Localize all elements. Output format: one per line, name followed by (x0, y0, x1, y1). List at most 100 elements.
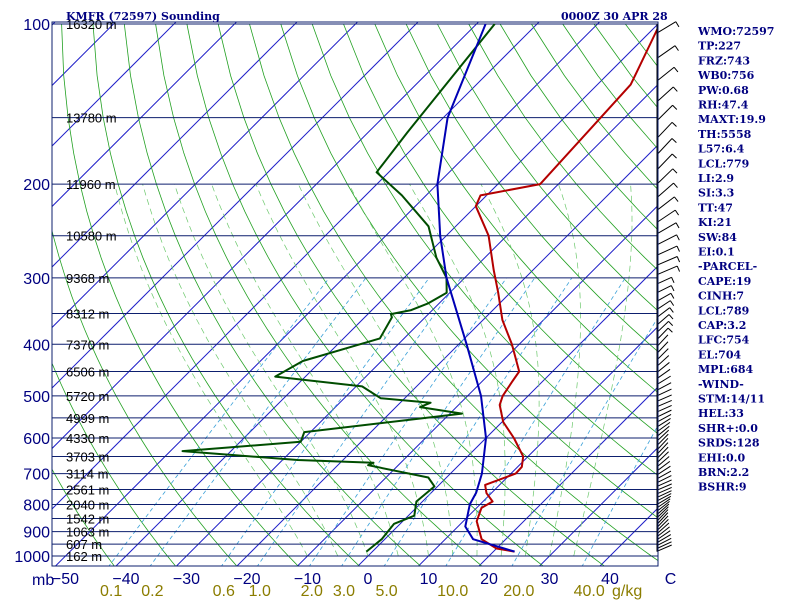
wind-barb-flag (672, 104, 678, 110)
wind-barb-flag (672, 168, 678, 174)
wind-barb-flag (672, 86, 678, 92)
wind-barb (656, 300, 671, 310)
isotherm (52, 22, 238, 208)
wind-barb-flag (671, 153, 677, 159)
wind-barb (656, 522, 670, 535)
temperature-tick-label: 0 (364, 571, 373, 588)
index-value: EHI:0.0 (698, 451, 745, 464)
moist-adiabat (549, 183, 581, 557)
wind-barb (656, 534, 672, 544)
wind-barb (656, 530, 671, 541)
index-value: SW:84 (698, 231, 737, 244)
wind-barb-flag (674, 196, 679, 202)
mixing-ratio-line (108, 277, 330, 566)
isotherm (478, 386, 658, 566)
wind-barb (656, 418, 671, 428)
dewpoint-trace (181, 23, 496, 553)
mixing-ratio-tick-label: 5.0 (375, 583, 397, 600)
pressure-tick-label: 800 (23, 497, 50, 514)
index-value: EI:0.1 (698, 246, 735, 259)
index-value: HEL:33 (698, 407, 744, 420)
wind-barb-flag (674, 209, 680, 216)
isotherm (52, 22, 298, 268)
dry-adiabat (123, 23, 422, 566)
dry-adiabat (343, 23, 658, 435)
index-value: CINH:7 (698, 290, 744, 303)
height-label: 8312 m (66, 306, 109, 321)
pressure-tick-label: 100 (23, 17, 50, 34)
mixing-ratio-tick-label: 0.1 (100, 583, 122, 600)
isotherm (52, 22, 56, 26)
mixing-ratio-tick-label: 0.2 (141, 583, 163, 600)
wind-barb-flag (670, 285, 675, 292)
height-label: 162 m (66, 549, 102, 564)
mixing-ratio-line (445, 277, 626, 566)
parcel-trace (436, 23, 515, 553)
wind-barb (656, 362, 670, 373)
mixing-ratio-tick-label: 3.0 (333, 583, 355, 600)
wind-barb (656, 515, 669, 528)
isotherm (52, 22, 419, 389)
index-value: EL:704 (698, 348, 741, 361)
mixing-ratio-tick-label: 0.6 (213, 583, 235, 600)
label-layer: 0.1 0.2 0.6 1.0 2.0 3.0 5.0 10.0 20.0 40.0 16320 m… (14, 17, 774, 600)
wind-barb (656, 182, 674, 198)
isotherm (115, 23, 658, 566)
wind-barb (656, 368, 671, 379)
index-value: CAP:3.2 (698, 319, 746, 332)
wind-barb-flag (675, 21, 680, 28)
isotherm (538, 446, 658, 566)
pressure-tick-label: 200 (23, 177, 50, 194)
index-value: PW:0.68 (698, 84, 749, 97)
wind-barb (656, 451, 669, 464)
dry-adiabat (52, 229, 238, 566)
wind-barb (656, 265, 678, 276)
mixing-ratio-line (511, 316, 658, 566)
index-value: TH:5558 (698, 128, 752, 141)
wind-barb (656, 490, 672, 498)
chart-title: KMFR (72597) Sounding (66, 10, 220, 23)
height-label: 3703 m (66, 449, 109, 464)
wind-barb (656, 493, 672, 502)
dry-adiabat (280, 23, 658, 519)
index-value: LCL:789 (698, 304, 749, 317)
wind-barb (656, 541, 672, 549)
temperature-tick-label: 20 (480, 571, 498, 588)
wind-barb (656, 544, 672, 552)
wind-barb (656, 537, 672, 547)
wind-barb-flag (676, 265, 681, 272)
dry-adiabat (374, 23, 658, 394)
wind-barb (656, 382, 672, 391)
wind-barb (656, 307, 671, 318)
index-value: LFC:754 (698, 334, 750, 347)
index-value: KI:21 (698, 216, 732, 229)
dry-adiabat (61, 23, 299, 566)
wind-barb (656, 526, 670, 538)
index-value: LI:2.9 (698, 172, 734, 185)
temperature-trace (474, 25, 658, 553)
wind-barb-flag (676, 234, 680, 241)
wind-barb (656, 498, 671, 509)
wind-barb (656, 437, 669, 451)
series-layer (181, 23, 658, 553)
wind-barb (656, 21, 677, 34)
height-label: 4330 m (66, 431, 109, 446)
isotherm (52, 22, 480, 450)
isotherm (52, 22, 540, 510)
wind-barb (656, 320, 669, 333)
dry-adiabat (92, 23, 360, 566)
wind-barb (656, 355, 670, 367)
wind-barb (656, 209, 676, 223)
index-value: MAXT:19.9 (698, 113, 766, 126)
wind-barb (656, 483, 672, 491)
wind-barb (656, 334, 669, 347)
index-value: FRZ:743 (698, 54, 750, 67)
temperature-tick-label: −10 (294, 571, 321, 588)
index-value: WB0:756 (697, 69, 755, 82)
height-label: 1063 m (66, 525, 109, 540)
wind-barb (656, 138, 673, 155)
moist-adiabat (348, 183, 478, 557)
grid-layer (52, 22, 658, 566)
mixing-ratio-line (383, 277, 573, 566)
wind-barb (656, 413, 672, 423)
